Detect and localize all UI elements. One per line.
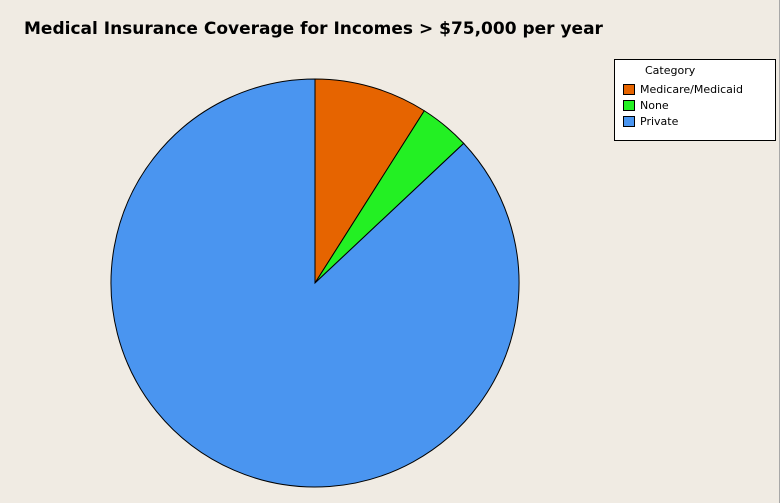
pie-slice-private: [110, 78, 520, 488]
pie-slice-medicare-medicaid: [314, 78, 425, 285]
legend-label-medicare-medicaid: Medicare/Medicaid: [640, 82, 743, 96]
legend-swatch-none: [623, 99, 635, 111]
legend-swatch-private: [623, 115, 635, 127]
legend: Category Medicare/Medicaid None Private: [614, 59, 776, 141]
legend-item-medicare-medicaid: Medicare/Medicaid: [623, 82, 743, 96]
pie-slices: [110, 78, 520, 488]
chart-title: Medical Insurance Coverage for Incomes >…: [24, 19, 603, 39]
legend-label-private: Private: [640, 114, 679, 128]
legend-label-none: None: [640, 98, 669, 112]
legend-swatch-medicare-medicaid: [623, 83, 635, 95]
legend-item-none: None: [623, 98, 669, 112]
legend-title: Category: [645, 64, 696, 77]
legend-item-private: Private: [623, 114, 678, 128]
